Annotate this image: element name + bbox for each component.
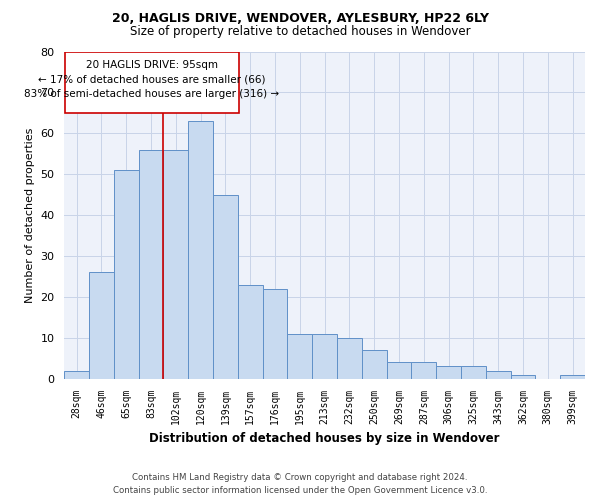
Y-axis label: Number of detached properties: Number of detached properties: [25, 128, 35, 303]
Bar: [386, 362, 412, 378]
Bar: [511, 374, 535, 378]
Bar: [287, 334, 312, 378]
Bar: [65, 52, 239, 113]
Bar: [114, 170, 139, 378]
Text: Contains HM Land Registry data © Crown copyright and database right 2024.
Contai: Contains HM Land Registry data © Crown c…: [113, 474, 487, 495]
Bar: [238, 284, 263, 378]
Bar: [337, 338, 362, 378]
Bar: [163, 150, 188, 378]
Text: ← 17% of detached houses are smaller (66): ← 17% of detached houses are smaller (66…: [38, 74, 266, 85]
Bar: [89, 272, 114, 378]
Bar: [188, 121, 213, 378]
Bar: [312, 334, 337, 378]
Bar: [213, 194, 238, 378]
X-axis label: Distribution of detached houses by size in Wendover: Distribution of detached houses by size …: [149, 432, 500, 445]
Bar: [64, 370, 89, 378]
Text: 20, HAGLIS DRIVE, WENDOVER, AYLESBURY, HP22 6LY: 20, HAGLIS DRIVE, WENDOVER, AYLESBURY, H…: [112, 12, 488, 26]
Bar: [560, 374, 585, 378]
Bar: [436, 366, 461, 378]
Bar: [486, 370, 511, 378]
Bar: [362, 350, 386, 378]
Text: Size of property relative to detached houses in Wendover: Size of property relative to detached ho…: [130, 25, 470, 38]
Text: 83% of semi-detached houses are larger (316) →: 83% of semi-detached houses are larger (…: [25, 90, 280, 100]
Text: 20 HAGLIS DRIVE: 95sqm: 20 HAGLIS DRIVE: 95sqm: [86, 60, 218, 70]
Bar: [263, 288, 287, 378]
Bar: [139, 150, 163, 378]
Bar: [461, 366, 486, 378]
Bar: [412, 362, 436, 378]
